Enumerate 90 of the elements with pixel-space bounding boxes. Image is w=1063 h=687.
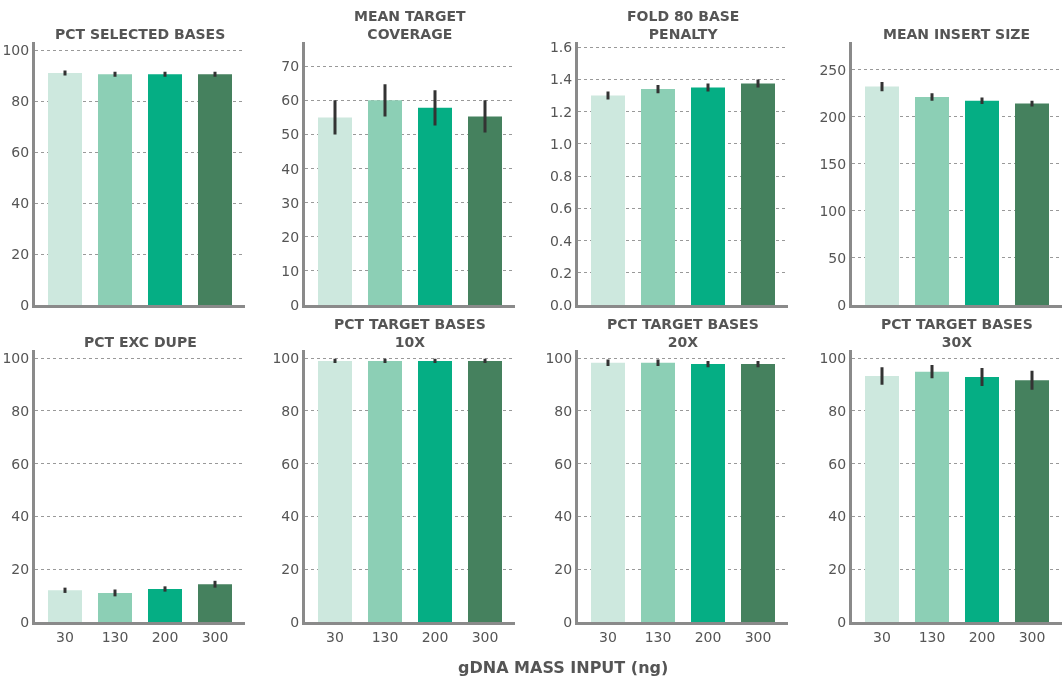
bar [691,87,725,306]
y-tick-label: 0 [20,296,30,313]
y-tick-label: 100 [819,350,847,367]
bar [865,86,899,306]
chart-title: PCT TARGET BASES 30X [881,316,1033,351]
y-tick-label: 0.8 [549,168,573,185]
y-tick-label: 60 [281,92,300,109]
y-tick-label: 1.6 [549,39,573,56]
x-tick-label: 300 [744,628,772,645]
bar [368,100,402,306]
y-tick-label: 80 [11,92,30,109]
y-tick-label: 0.0 [549,296,573,313]
y-tick-label: 1.2 [549,103,573,120]
y-tick-label: 100 [819,202,847,219]
y-tick-label: 80 [11,402,30,419]
y-tick-label: 40 [281,160,300,177]
y-tick-label: 80 [554,402,573,419]
y-tick-label: 50 [281,126,300,143]
chart-title: PCT EXC DUPE [84,334,197,350]
chart-title: PCT SELECTED BASES [55,26,226,42]
x-tick-label: 30 [599,628,617,645]
x-tick-label: 130 [371,628,399,645]
y-tick-label: 200 [819,108,847,125]
bar [318,117,352,306]
x-tick-label: 300 [201,628,229,645]
y-tick-label: 20 [11,561,30,578]
y-tick-label: 1.0 [549,135,573,152]
x-tick-label: 200 [151,628,179,645]
x-tick-label: 130 [101,628,129,645]
y-tick-label: 40 [11,508,30,525]
y-tick-label: 20 [11,245,30,262]
y-tick-label: 0.4 [549,232,573,249]
y-tick-label: 0 [837,613,847,630]
y-tick-label: 100 [545,350,573,367]
y-tick-label: 60 [11,455,30,472]
y-tick-label: 10 [281,262,300,279]
chart-title: MEAN TARGET COVERAGE [354,8,467,43]
y-tick-label: 40 [828,508,847,525]
y-tick-label: 60 [554,455,573,472]
x-tick-label: 200 [968,628,996,645]
x-tick-label: 30 [873,628,891,645]
bar [965,100,999,306]
y-tick-label: 0 [290,296,300,313]
x-axis-title: gDNA MASS INPUT (ng) [458,658,669,677]
x-tick-label: 30 [56,628,74,645]
y-tick-label: 20 [554,561,573,578]
chart-title: PCT TARGET BASES 20X [607,316,759,351]
y-tick-label: 250 [819,61,847,78]
y-tick-label: 20 [281,561,300,578]
y-tick-label: 100 [2,350,30,367]
y-tick-label: 0.6 [549,200,573,217]
y-tick-label: 1.4 [549,71,573,88]
x-tick-label: 300 [471,628,499,645]
y-tick-label: 150 [819,155,847,172]
chart-title: PCT TARGET BASES 10X [334,316,486,351]
y-tick-label: 40 [554,508,573,525]
y-tick-label: 40 [281,508,300,525]
y-tick-label: 20 [281,228,300,245]
y-tick-label: 80 [828,402,847,419]
bar [418,107,452,306]
x-tick-label: 300 [1018,628,1046,645]
bar [641,89,675,306]
x-tick-label: 200 [694,628,722,645]
bar [915,96,949,306]
bar [591,95,625,306]
x-tick-label: 30 [326,628,344,645]
y-tick-label: 0 [837,296,847,313]
y-tick-label: 60 [828,455,847,472]
y-tick-label: 60 [11,143,30,160]
x-tick-label: 130 [918,628,946,645]
bar [468,116,502,306]
y-tick-label: 40 [11,194,30,211]
x-tick-label: 200 [421,628,449,645]
y-tick-label: 0 [563,613,573,630]
chart-title: FOLD 80 BASE PENALTY [627,8,740,43]
bar [1015,103,1049,306]
y-tick-label: 100 [272,350,300,367]
y-tick-label: 0 [20,613,30,630]
y-tick-label: 70 [281,58,300,75]
y-tick-label: 20 [828,561,847,578]
y-tick-label: 50 [828,249,847,266]
y-tick-label: 60 [281,455,300,472]
x-tick-label: 130 [644,628,672,645]
y-tick-label: 100 [2,41,30,58]
bar [741,83,775,306]
y-tick-label: 30 [281,194,300,211]
y-tick-label: 80 [281,402,300,419]
y-tick-label: 0.2 [549,264,573,281]
chart-title: MEAN INSERT SIZE [883,26,1031,42]
y-tick-label: 0 [290,613,300,630]
